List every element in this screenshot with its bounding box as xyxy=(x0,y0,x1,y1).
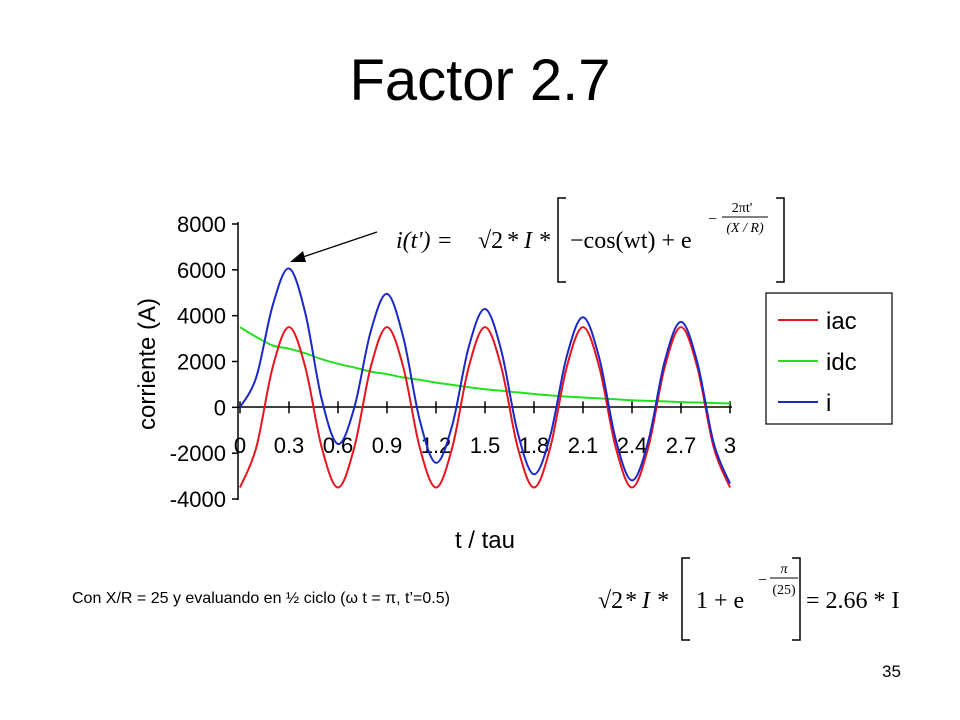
formula-top-sqrt2: √2 xyxy=(478,228,503,254)
annotation-arrow xyxy=(290,231,378,262)
legend-label-idc: idc xyxy=(826,349,857,376)
formula-top-exp-num: 2πt' xyxy=(732,201,752,216)
page-number: 35 xyxy=(882,662,901,681)
formula-bottom-bracket-left xyxy=(681,557,690,641)
x-axis-title: t / tau xyxy=(455,527,515,554)
legend-label-i: i xyxy=(826,390,831,417)
formula-top-exp-minus: − xyxy=(708,211,717,228)
legend-label-iac: iac xyxy=(826,308,857,335)
x-tick-labels: 0 0.3 0.6 0.9 1.2 1.5 1.8 2.1 2.4 2.7 3 xyxy=(234,433,736,458)
formula-bottom-exp-den: (25) xyxy=(772,583,796,598)
x-tick-label: 0.6 xyxy=(323,433,354,458)
formula-top-bracket-right xyxy=(776,197,785,283)
series-lines xyxy=(239,267,731,489)
caption: Con X/R = 25 y evaluando en ½ ciclo (ω t… xyxy=(72,590,450,607)
x-tick-label: 2.1 xyxy=(568,433,599,458)
x-tick-label: 0 xyxy=(234,433,246,458)
series-line-idc xyxy=(239,326,731,405)
x-tick-label: 0.9 xyxy=(372,433,403,458)
formula-top: i(t') = √2 * I * −cos(wt) + e − 2πt' (X … xyxy=(396,197,785,283)
x-tick-label: 3 xyxy=(724,433,736,458)
x-tick-label: 2.7 xyxy=(666,433,697,458)
y-tick-label: 0 xyxy=(214,395,226,420)
series-line-i xyxy=(239,267,731,484)
y-tick-label: -4000 xyxy=(170,487,226,512)
slide-title: Factor 2.7 xyxy=(349,48,611,113)
x-tick-label: 2.4 xyxy=(617,433,648,458)
formula-bottom-exp-minus: − xyxy=(758,572,767,589)
y-tick-label: 4000 xyxy=(177,304,226,329)
y-axis-title: corriente (A) xyxy=(134,298,161,430)
formula-bottom-one-plus-e: 1 + e xyxy=(696,588,744,614)
series-line-iac xyxy=(239,326,731,489)
legend: iac idc i xyxy=(765,292,893,425)
y-tick-label: -2000 xyxy=(170,441,226,466)
formula-top-star-i: * I * xyxy=(506,228,550,254)
y-tick-label: 8000 xyxy=(177,212,226,237)
y-tick-labels: 8000 6000 4000 2000 0 -2000 -4000 xyxy=(170,212,226,512)
formula-bottom-star-i: * I * xyxy=(624,588,668,614)
formula-bottom-sqrt2: √2 xyxy=(598,588,623,614)
formula-bottom-bracket-right xyxy=(792,557,801,641)
formula-bottom: √2 * I * 1 + e − π (25) = 2.66 * I xyxy=(598,557,900,641)
formula-bottom-result: = 2.66 * I xyxy=(806,588,900,614)
x-tick-marks xyxy=(239,401,731,414)
y-tick-label: 2000 xyxy=(177,350,226,375)
y-tick-label: 6000 xyxy=(177,258,226,283)
formula-top-exp-den: (X / R) xyxy=(726,221,764,236)
x-tick-label: 1.5 xyxy=(470,433,501,458)
y-tick-marks xyxy=(232,223,238,500)
formula-bottom-exp-num: π xyxy=(780,562,788,577)
x-tick-label: 0.3 xyxy=(274,433,305,458)
formula-top-cos-term: −cos(wt) + e xyxy=(570,228,692,254)
formula-top-lhs: i(t') = xyxy=(396,228,453,254)
formula-top-bracket-left xyxy=(557,197,566,283)
